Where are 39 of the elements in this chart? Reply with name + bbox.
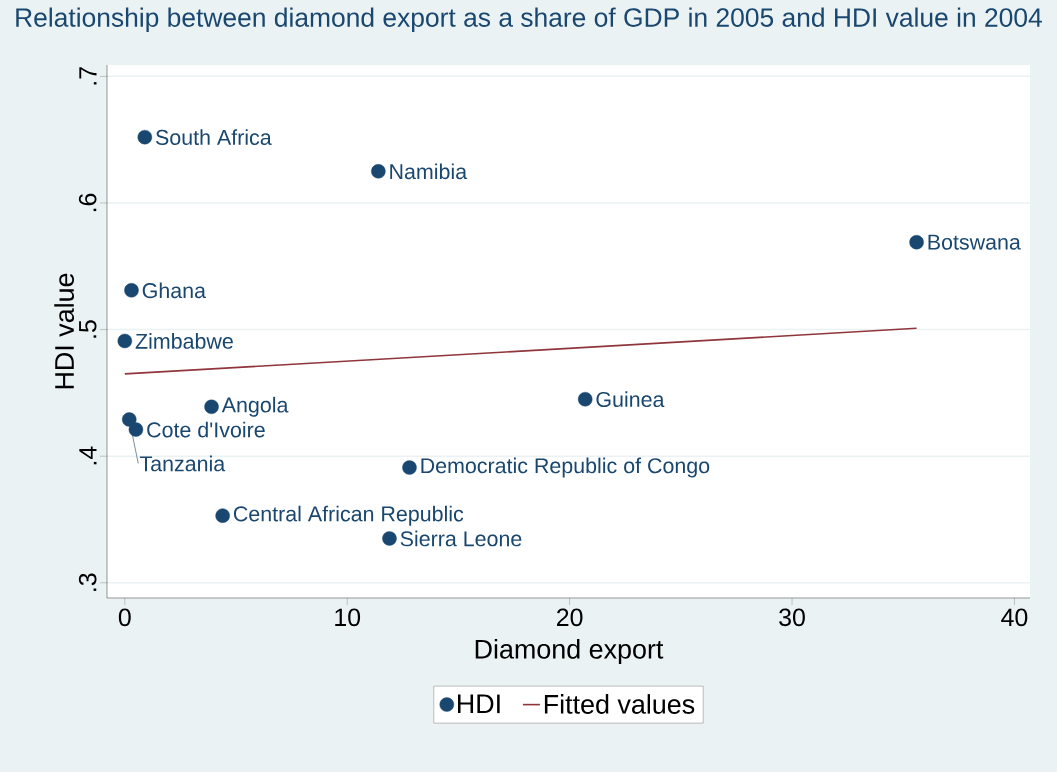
y-tick-label: .7 (79, 67, 97, 85)
point (124, 283, 139, 298)
x-axis-title: Diamond export (475, 638, 664, 665)
point (117, 333, 132, 349)
x-tick-label: 0 (118, 608, 131, 627)
y-tick-label: .6 (78, 193, 97, 212)
annotation: South Africa (155, 129, 272, 145)
x-tick-label: 10 (335, 608, 361, 627)
x-tick-label: 40 (1001, 608, 1028, 627)
y-axis-title: HDI value (54, 273, 75, 389)
point (402, 460, 417, 475)
annotation: Cote d'Ivoire (147, 421, 265, 438)
annotation: Ghana (142, 282, 206, 299)
point (204, 399, 219, 415)
point (215, 508, 230, 523)
y-tick-label: .3 (78, 573, 97, 591)
point (137, 129, 153, 145)
annotation: Sierra Leone (400, 530, 522, 547)
legend-label: HDI (458, 694, 500, 714)
annotation: Namibia (390, 163, 468, 180)
annotation: Tanzania (139, 455, 226, 472)
point (577, 392, 593, 407)
annotation: Botswana (928, 234, 1021, 250)
point (128, 422, 144, 437)
legend-label: Fitted values (544, 694, 695, 714)
x-tick-label: 30 (779, 608, 805, 627)
point (909, 235, 924, 250)
annotation: Guinea (596, 391, 665, 408)
point (122, 412, 137, 427)
point (371, 164, 386, 179)
x-tick-label: 20 (557, 608, 583, 627)
annotation: Democratic Republic of Congo (421, 457, 710, 478)
annotation: Zimbabwe (135, 333, 233, 349)
y-tick-label: .4 (79, 446, 97, 465)
y-tick-label: .5 (79, 320, 97, 338)
annotation: Central African Republic (233, 505, 464, 526)
point (382, 531, 397, 546)
chart-title: Relationship between diamond export as a share of GDP in 2005 and HDI value in 2004 (16, 7, 1042, 33)
annotation: Angola (221, 396, 289, 417)
